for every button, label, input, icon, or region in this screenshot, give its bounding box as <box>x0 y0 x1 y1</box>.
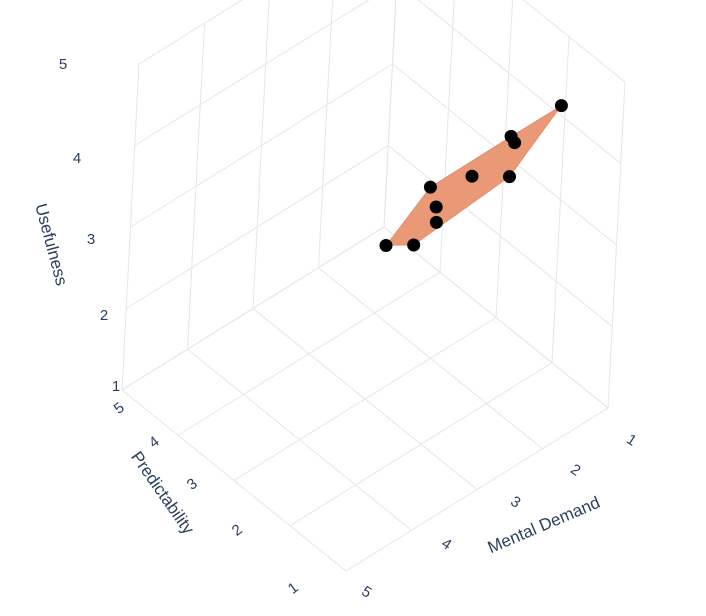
y-tick-label: 4 <box>146 433 163 452</box>
y-tick-label: 5 <box>111 399 128 418</box>
data-point[interactable] <box>429 215 443 229</box>
grid-line <box>289 362 553 527</box>
z-tick-label: 3 <box>87 231 95 248</box>
data-point[interactable] <box>423 180 437 194</box>
y-tick-label: 1 <box>285 579 302 598</box>
grid-line <box>439 0 455 273</box>
z-tick-label: 4 <box>73 150 81 167</box>
x-axis-title: Mental Demand <box>485 493 603 557</box>
grid-line <box>187 23 205 350</box>
grid-line <box>417 0 622 164</box>
data-point[interactable] <box>465 169 479 183</box>
grid-line <box>551 36 570 363</box>
data-point[interactable] <box>554 99 568 113</box>
x-tick-label: 3 <box>507 493 523 512</box>
grid <box>121 0 626 572</box>
x-tick-label: 1 <box>623 431 639 450</box>
data-point[interactable] <box>504 129 518 143</box>
x-tick-label: 2 <box>567 461 583 480</box>
z-tick-label: 2 <box>100 307 108 324</box>
grid-line <box>134 0 370 146</box>
x-tick-label: 5 <box>358 583 374 602</box>
data-points <box>379 99 568 252</box>
grid-line <box>607 81 626 409</box>
grid-line <box>522 0 626 83</box>
z-tick-labels: 1 2 3 4 5 <box>59 56 120 395</box>
grid-line <box>130 63 393 228</box>
grid-line <box>318 0 333 268</box>
y-tick-labels: 1 2 3 4 5 <box>111 399 302 598</box>
data-point[interactable] <box>429 200 443 214</box>
z-axis-title: Usefulness <box>31 201 71 287</box>
grid-line <box>138 0 243 65</box>
grid-line <box>121 63 140 391</box>
grid-line <box>252 0 270 309</box>
data-point[interactable] <box>503 170 516 184</box>
grid-line <box>345 407 609 572</box>
x-tick-label: 4 <box>438 535 454 554</box>
y-axis-title: Predictability <box>127 448 198 538</box>
z-tick-label: 1 <box>112 378 120 395</box>
data-point[interactable] <box>379 239 393 252</box>
y-tick-label: 3 <box>184 475 201 494</box>
grid-line <box>383 0 397 228</box>
y-tick-label: 2 <box>229 521 246 540</box>
z-tick-label: 5 <box>59 56 67 73</box>
data-point[interactable] <box>407 238 421 252</box>
grid-line <box>121 389 347 572</box>
grid-line <box>383 0 397 228</box>
grid-line <box>187 348 412 531</box>
grid-line <box>233 317 497 481</box>
